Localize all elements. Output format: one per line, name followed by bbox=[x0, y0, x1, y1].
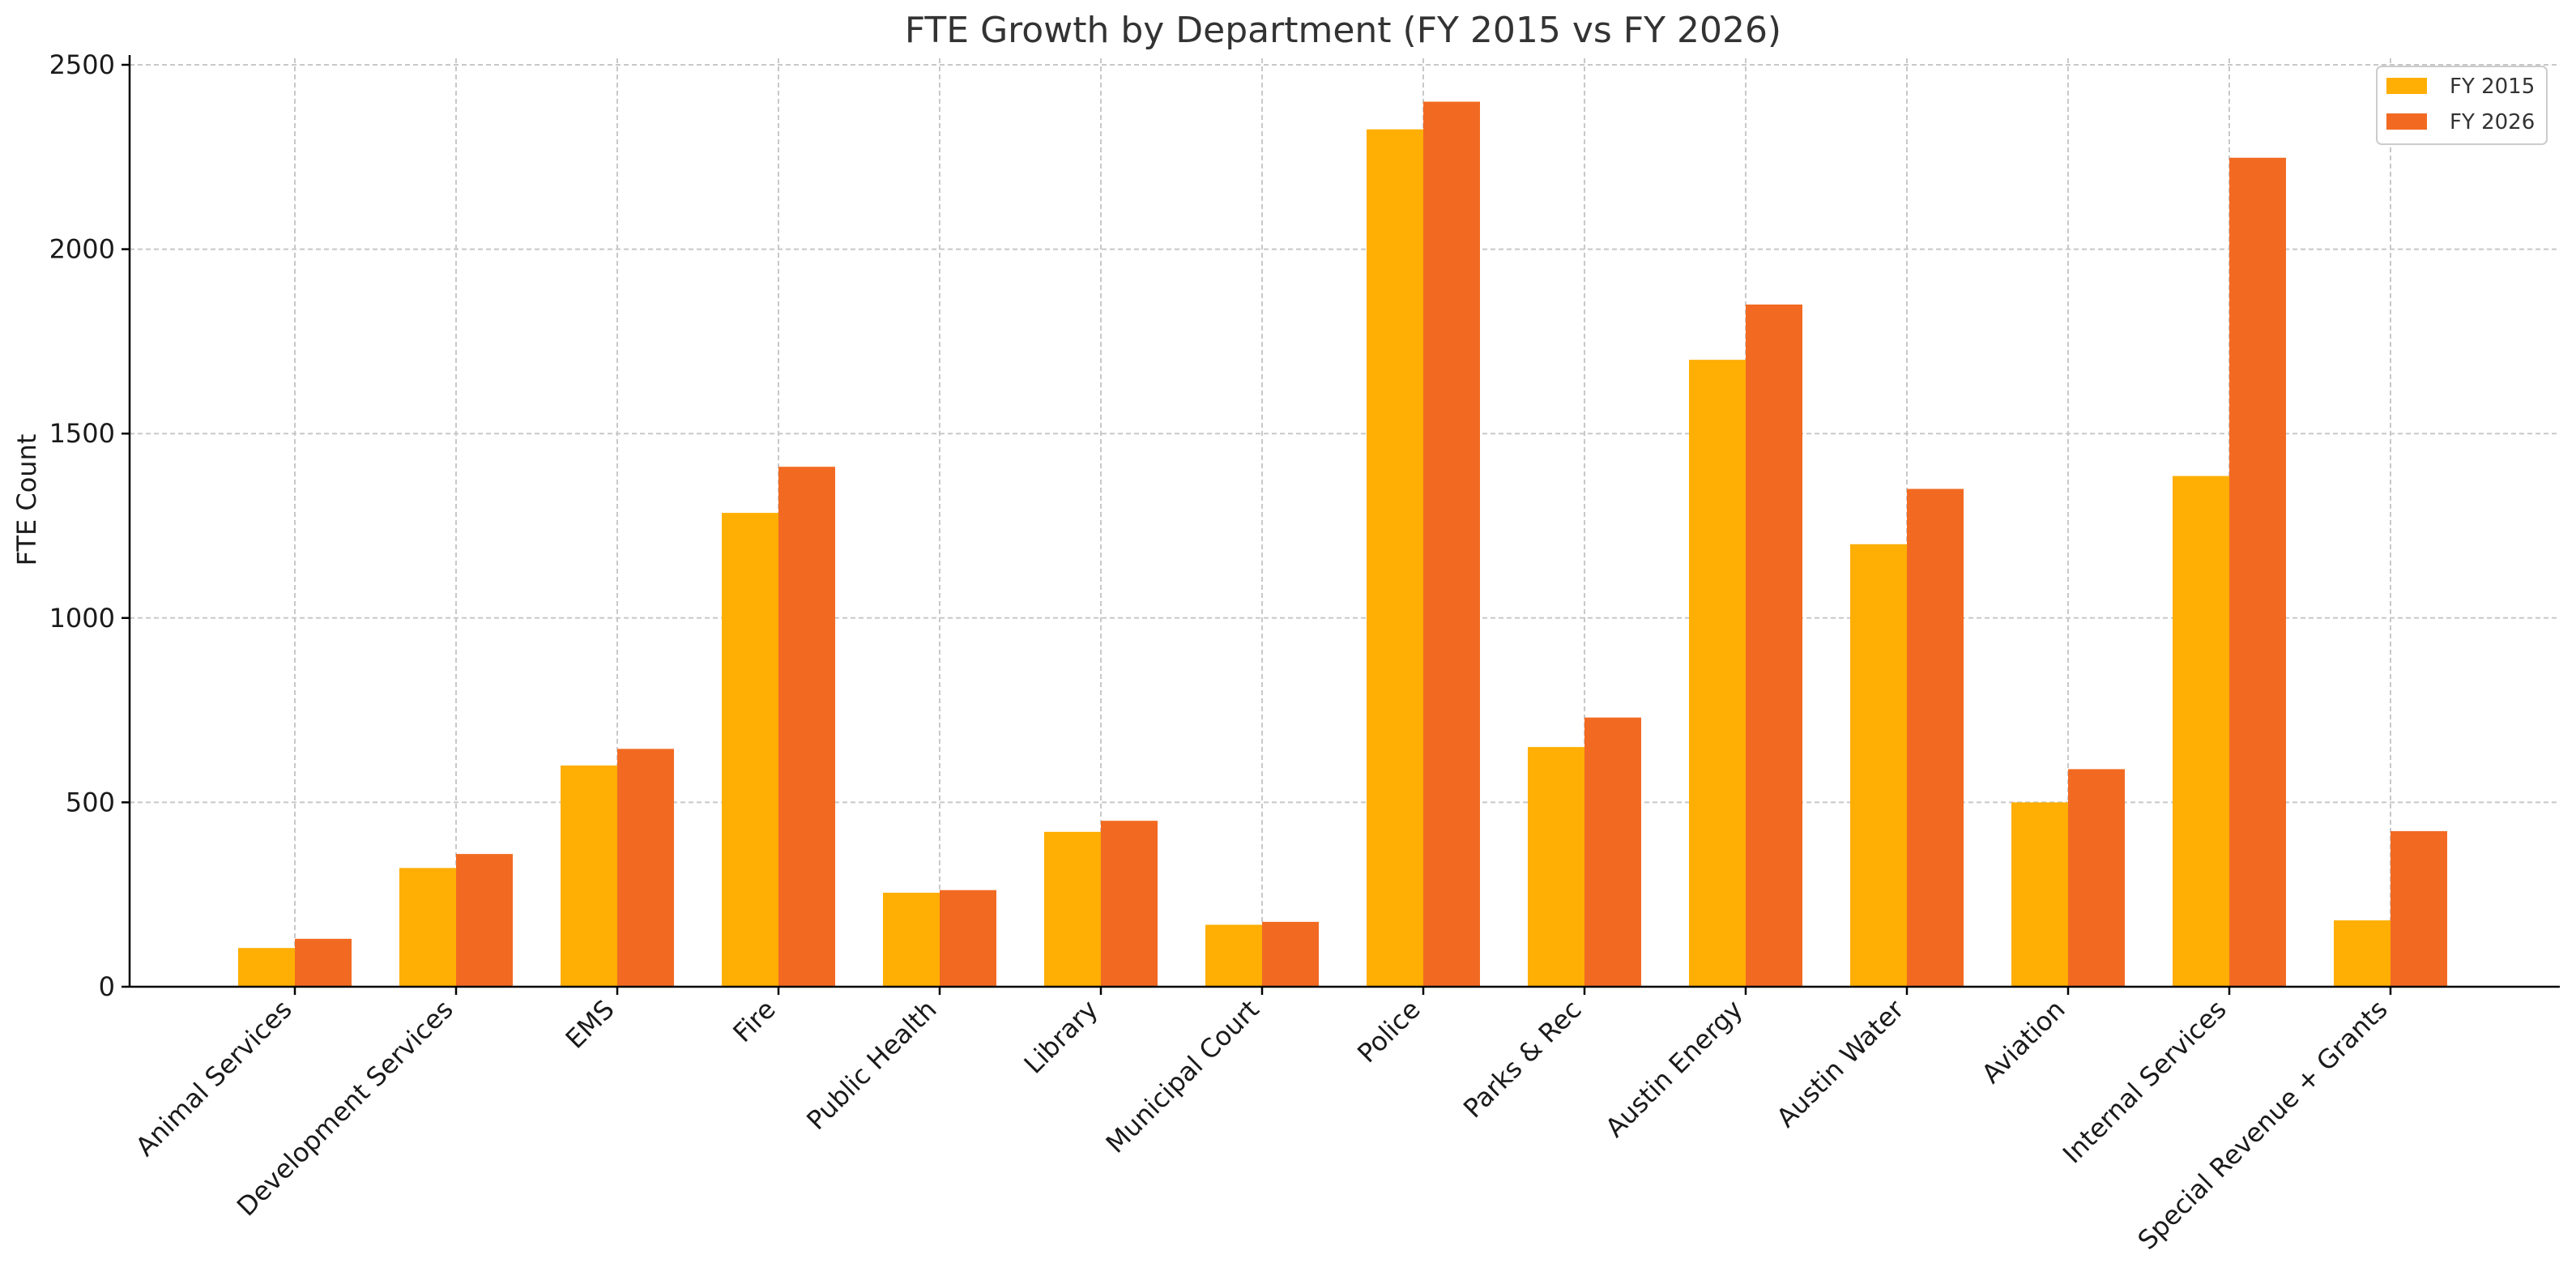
bar-fy-2015-library bbox=[1044, 831, 1101, 987]
bar-fy-2026-library bbox=[1101, 821, 1158, 987]
bar-fy-2015-ems bbox=[561, 765, 617, 987]
bar-fy-2015-municipal-court bbox=[1205, 924, 1262, 987]
bar-fy-2026-aviation bbox=[2068, 769, 2125, 987]
y-tick-label: 1500 bbox=[49, 418, 115, 449]
bar-fy-2015-aviation bbox=[2011, 802, 2068, 987]
bar-fy-2026-police bbox=[1423, 101, 1480, 987]
bar-fy-2015-special-revenue-grants bbox=[2334, 920, 2390, 987]
bar-fy-2026-internal-services bbox=[2229, 157, 2286, 988]
bar-fy-2015-public-health bbox=[883, 892, 940, 987]
bars bbox=[238, 101, 2447, 988]
bar-fy-2026-special-revenue-grants bbox=[2390, 830, 2447, 987]
bar-fy-2015-police bbox=[1367, 129, 1423, 987]
y-tick-label: 500 bbox=[66, 787, 115, 817]
bar-fy-2026-municipal-court bbox=[1262, 921, 1319, 987]
bar-fy-2015-austin-energy bbox=[1689, 360, 1746, 987]
bar-fy-2015-animal-services bbox=[238, 948, 295, 987]
axes bbox=[122, 55, 2560, 995]
bar-fy-2015-fire bbox=[722, 513, 778, 987]
bar-fy-2026-austin-energy bbox=[1746, 304, 1802, 987]
y-tick-label: 2000 bbox=[49, 234, 115, 265]
bar-fy-2026-fire bbox=[778, 467, 835, 987]
bar-fy-2015-development-services bbox=[399, 868, 456, 987]
bar-fy-2015-parks-rec bbox=[1528, 747, 1584, 987]
bar-fy-2026-development-services bbox=[456, 854, 513, 987]
legend: FY 2015 FY 2026 bbox=[2376, 66, 2548, 145]
bar-fy-2026-ems bbox=[617, 749, 674, 987]
bar-fy-2015-internal-services bbox=[2173, 476, 2229, 987]
bar-fy-2026-parks-rec bbox=[1584, 717, 1641, 987]
bar-fy-2026-public-health bbox=[940, 890, 996, 987]
y-tick-label: 0 bbox=[99, 971, 115, 1002]
legend-swatch-fy2015 bbox=[2386, 78, 2427, 94]
legend-label-fy2026: FY 2026 bbox=[2450, 110, 2535, 134]
legend-swatch-fy2026 bbox=[2386, 113, 2427, 130]
y-axis-label: FTE Count bbox=[11, 434, 42, 566]
chart-title: FTE Growth by Department (FY 2015 vs FY … bbox=[905, 10, 1781, 51]
bar-fy-2015-austin-water bbox=[1850, 544, 1907, 987]
legend-label-fy2015: FY 2015 bbox=[2450, 75, 2535, 99]
bar-fy-2026-animal-services bbox=[295, 938, 352, 987]
bar-fy-2026-austin-water bbox=[1907, 489, 1964, 987]
y-tick-label: 2500 bbox=[49, 49, 115, 80]
y-tick-label: 1000 bbox=[49, 603, 115, 634]
